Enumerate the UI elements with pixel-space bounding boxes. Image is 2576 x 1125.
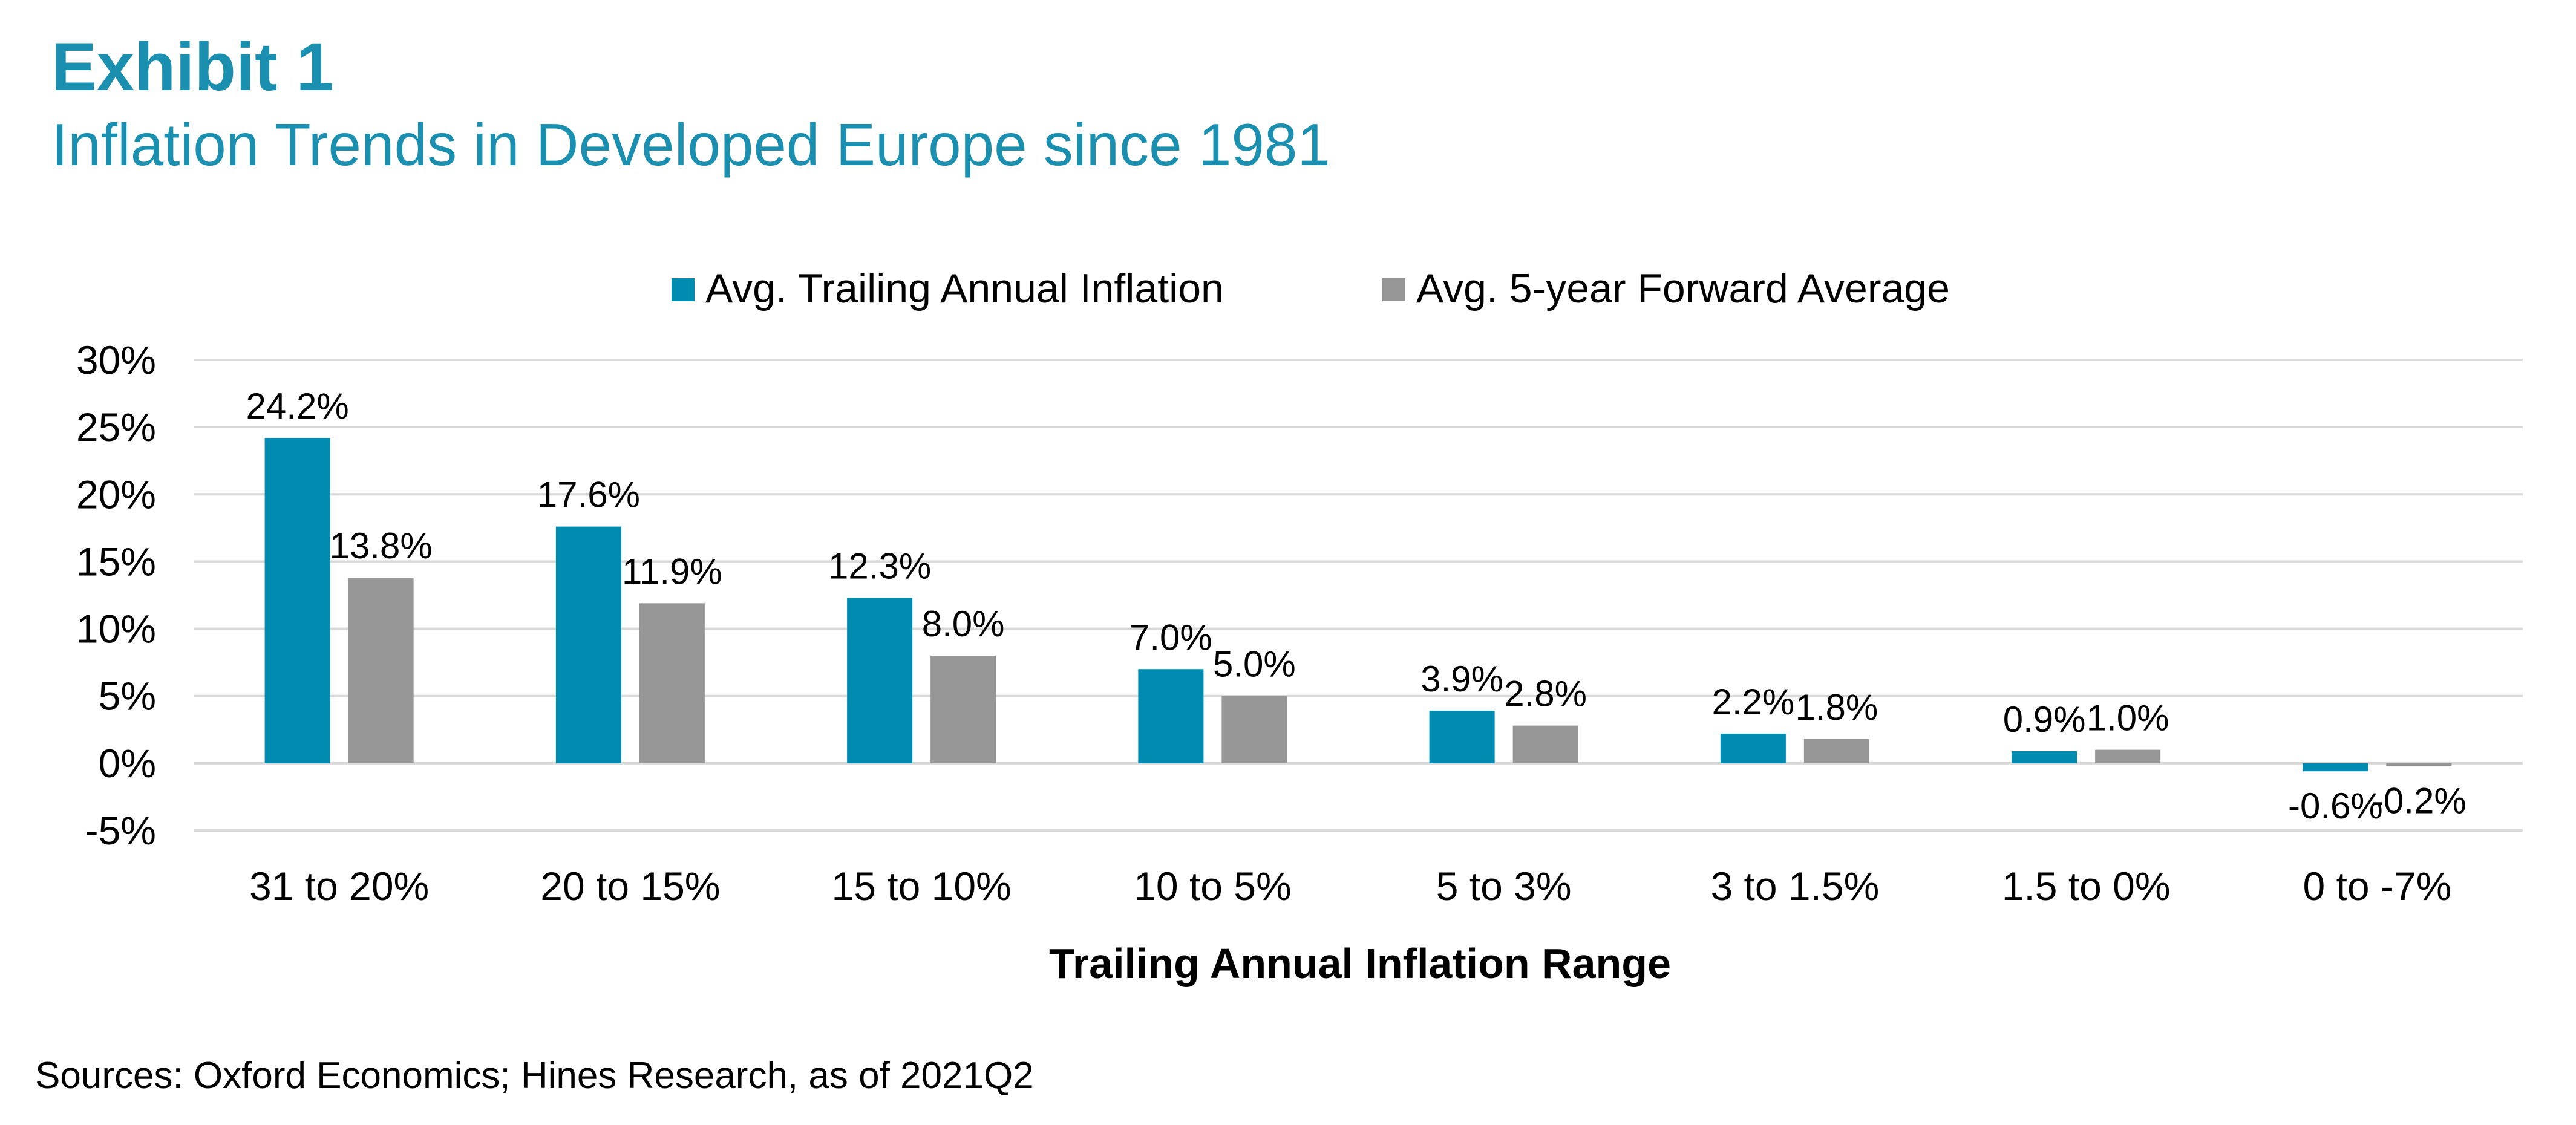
x-tick-label: 31 to 20% [249,864,429,908]
data-labels: 24.2% 13.8% 17.6% 11.9% 12.3% 8.0% 7.0%5.0% 3.9… [246,386,2466,826]
bar-avg-trailing-annual-inflation-3 [847,598,913,763]
bar-avg-trailing-annual-inflation-8 [2303,763,2368,772]
data-label: -0.6% [2288,786,2383,826]
bar-avg-5-year-forward-average-3 [930,656,996,763]
bar-avg-5-year-forward-average-6 [1803,739,1869,763]
inflation-bar-chart: Avg. Trailing Annual Inflation Avg. 5-yea… [76,266,2523,987]
x-tick-label: 5 to 3% [1436,864,1572,908]
data-label: 5.0% [1213,644,1296,685]
y-tick-label: 5% [99,674,156,719]
legend-entry-avg-trailing-annual-inflation: Avg. Trailing Annual Inflation [705,266,1224,311]
data-label: 0.9% [2003,699,2086,740]
data-label: 1.8% [1795,687,1878,728]
data-label: 1.0% [2087,698,2169,739]
bar-avg-trailing-annual-inflation-5 [1429,711,1495,763]
x-tick-label: 15 to 10% [832,864,1012,908]
y-tick-label: 0% [99,741,156,786]
data-label: 8.0% [922,604,1005,644]
y-tick-label: 15% [76,539,156,584]
data-label: 11.9% [622,551,722,592]
exhibit-label: Exhibit 1 [51,29,334,105]
y-tick-label: 10% [76,607,156,651]
bar-avg-5-year-forward-average-4 [1221,696,1287,763]
x-axis-title: Trailing Annual Inflation Range [1049,940,1671,987]
bar-avg-trailing-annual-inflation-6 [1720,733,1786,763]
bars [264,437,2452,772]
data-label: 13.8% [330,526,433,566]
bar-avg-5-year-forward-average-7 [2095,749,2161,763]
bar-avg-trailing-annual-inflation-2 [555,526,621,763]
y-tick-label: 20% [76,472,156,517]
data-label: 12.3% [828,546,931,586]
legend-swatch-avg-5-year-forward-average [1382,278,1405,301]
legend: Avg. Trailing Annual Inflation Avg. 5-yea… [672,266,1950,311]
y-tick-label: 30% [76,338,156,382]
chart-subtitle: Inflation Trends in Developed Europe sin… [51,111,1330,178]
bar-avg-5-year-forward-average-8 [2386,763,2452,766]
y-tick-label: 25% [76,405,156,449]
bar-avg-trailing-annual-inflation-7 [2012,751,2077,763]
bar-avg-trailing-annual-inflation-4 [1138,669,1204,763]
bar-avg-5-year-forward-average-1 [348,578,414,763]
data-label: 24.2% [246,386,349,426]
data-label: 17.6% [537,475,640,515]
y-tick-label: -5% [85,808,156,853]
x-axis: 31 to 20% 20 to 15% 15 to 10% 10 to 5% 5 to … [249,864,2451,908]
sources-note: Sources: Oxford Economics; Hines Researc… [35,1055,1034,1097]
legend-entry-avg-5-year-forward-average: Avg. 5-year Forward Average [1416,266,1950,311]
x-tick-label: 20 to 15% [540,864,720,908]
bar-avg-5-year-forward-average-5 [1512,725,1578,763]
data-label: 2.2% [1711,682,1794,722]
y-axis: 30% 25% 20% 15% 10% 5% 0% -5% [76,338,156,853]
bar-avg-trailing-annual-inflation-1 [264,437,330,763]
data-label: -0.2% [2372,780,2466,821]
x-tick-label: 0 to -7% [2303,864,2451,908]
data-label: 3.9% [1420,659,1503,699]
x-tick-label: 10 to 5% [1134,864,1292,908]
data-label: 2.8% [1504,674,1587,714]
bar-avg-5-year-forward-average-2 [639,603,705,763]
x-tick-label: 3 to 1.5% [1710,864,1879,908]
gridlines [194,359,2523,832]
legend-swatch-avg-trailing-annual-inflation [672,278,695,301]
data-label: 7.0% [1129,617,1212,657]
x-tick-label: 1.5 to 0% [2002,864,2171,908]
